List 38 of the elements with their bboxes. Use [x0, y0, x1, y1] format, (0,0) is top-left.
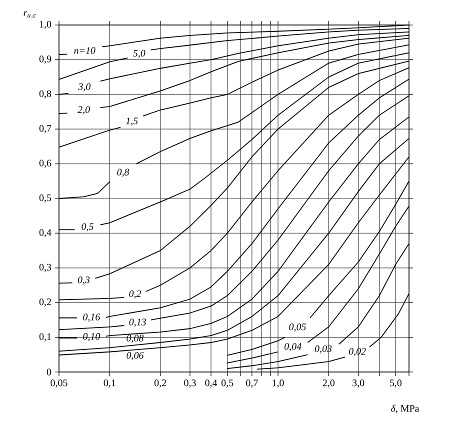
x-tick-label: 3,0	[352, 380, 364, 388]
series-label: 3,0	[78, 83, 91, 92]
series-label: 0,13	[129, 318, 146, 327]
y-axis-title: $r_{u, c}$	[24, 11, 36, 19]
x-tick-label: 5,0	[390, 380, 402, 388]
series-label: 0,5	[82, 223, 94, 232]
series-label: 0,8	[117, 168, 130, 177]
y-tick-label: 0,4	[39, 229, 52, 238]
x-tick-label: 0,3	[184, 380, 196, 388]
y-tick-label: 0,7	[39, 125, 52, 134]
y-tick-label: 1,0	[40, 20, 52, 30]
x-tick-label: 2,0	[322, 380, 335, 388]
series-label: 1,5	[126, 118, 138, 126]
x-tick-label: 1,0	[272, 380, 284, 388]
x-axis-title: δ, MPa	[391, 404, 420, 414]
x-tick-label: 0,5	[221, 380, 234, 388]
x-tick-label: 0,4	[205, 380, 218, 388]
y-tick-label: 0,2	[39, 298, 51, 307]
y-tick-label: 0,8	[39, 90, 52, 98]
y-tick-label: 0,5	[39, 194, 52, 203]
y-tick-label: 0	[46, 368, 52, 376]
x-tick-label: 0,1	[104, 380, 116, 388]
y-tick-label: 0,6	[39, 160, 52, 168]
y-tick-label: 0,9	[39, 56, 52, 64]
series-label: 0,3	[78, 276, 90, 285]
series-label: 0,06	[126, 352, 144, 360]
y-tick-label: 0,1	[39, 333, 51, 342]
y-tick-label: 0,3	[39, 264, 52, 272]
x-tick-label: 0,05	[50, 380, 68, 388]
series-label: 0,04	[284, 343, 302, 352]
series-label: 0,16	[83, 314, 100, 322]
x-tick-label: 0,7	[246, 380, 258, 388]
series-label: n=10	[74, 47, 96, 54]
x-tick-label: 0,2	[154, 380, 166, 388]
series-label: 5,0	[133, 50, 146, 58]
series-label: 0,2	[129, 290, 142, 299]
series-label: 0,05	[289, 324, 306, 332]
series-label: 2,0	[78, 106, 90, 114]
